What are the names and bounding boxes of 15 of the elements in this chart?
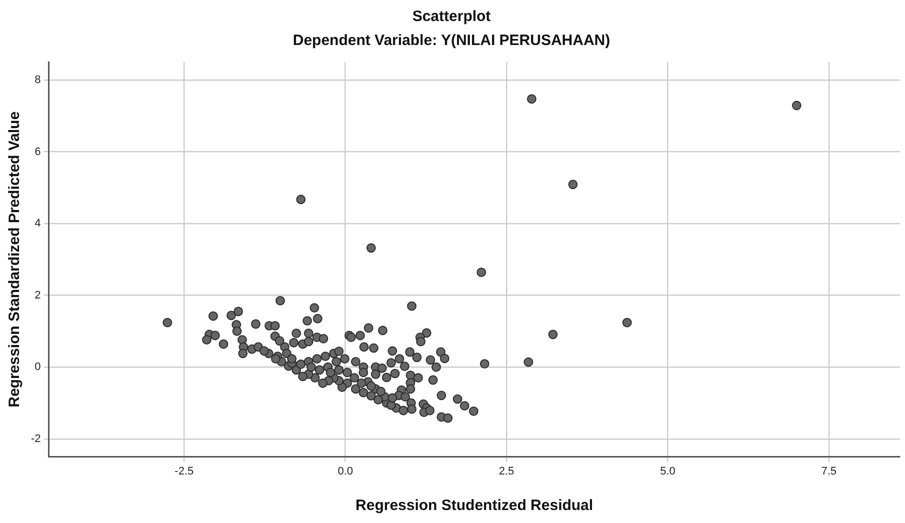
y-tick-label: 8 — [34, 74, 41, 86]
x-axis-title: Regression Studentized Residual — [356, 497, 594, 514]
y-tick-label: 6 — [34, 146, 41, 158]
y-tick-label: 0 — [34, 361, 41, 374]
y-tick-label: 4 — [34, 218, 41, 230]
x-tick-label: 5.0 — [660, 465, 676, 478]
y-axis-title: Regression Standardized Predicted Value — [6, 111, 24, 408]
x-tick-label: 7.5 — [821, 465, 837, 478]
y-tick-label: -2 — [31, 432, 41, 445]
x-tick-label: 0.0 — [338, 465, 353, 478]
chart-title: Scatterplot — [412, 8, 491, 26]
chart-subtitle: Dependent Variable: Y(NILAI PERUSAHAAN) — [292, 32, 610, 50]
x-tick-label: 2.5 — [498, 465, 514, 478]
x-tick-label: -2.5 — [174, 465, 194, 478]
y-tick-label: 2 — [34, 289, 41, 302]
